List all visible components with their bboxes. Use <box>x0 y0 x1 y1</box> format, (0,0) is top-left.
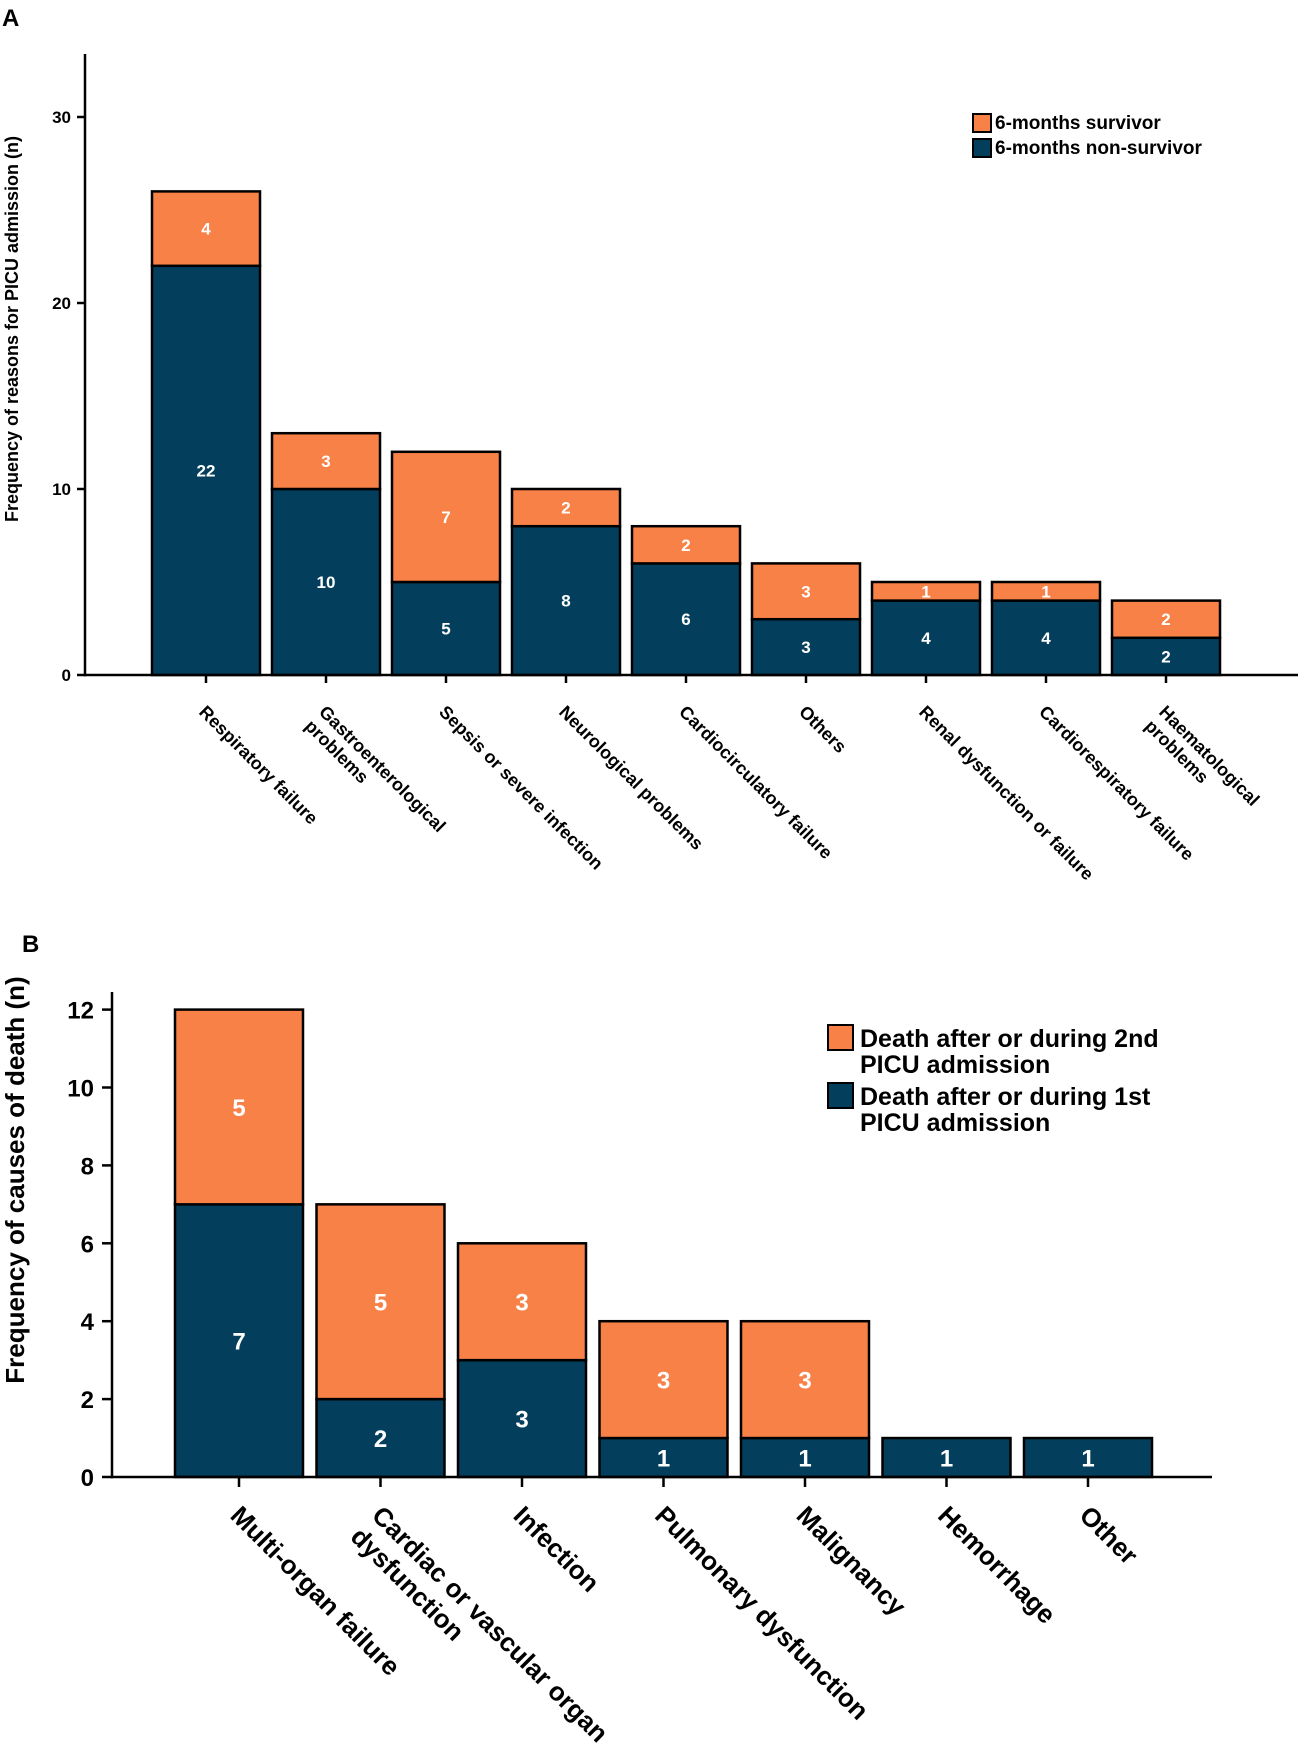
panel-a-letter: A <box>2 5 19 32</box>
panel-b-data-label-lower-4: 1 <box>657 1446 670 1473</box>
panel-a-y-axis-label: Frequency of reasons for PICU admission … <box>2 136 22 522</box>
panel-b-legend-swatch-2 <box>827 1082 854 1109</box>
panel-b-y-tick-label: 2 <box>81 1387 94 1414</box>
panel-b-data-label-lower-3: 3 <box>515 1407 528 1434</box>
panel-b-bar-upper-2 <box>315 1203 446 1401</box>
panel-b-bar-lower-3 <box>456 1358 588 1479</box>
panel-b-y-tick-label: 4 <box>81 1309 95 1336</box>
panel-a-x-tick-label-1: Respiratory failure <box>195 702 322 829</box>
panel-a-bar-lower-9 <box>1110 636 1222 677</box>
panel-b-data-label-upper-4: 3 <box>657 1368 670 1395</box>
panel-b-chart: Frequency of causes of death (n) 7 5 2 5 3 3 1 3… <box>0 976 1212 1743</box>
panel-a-legend-swatch-2 <box>972 138 992 158</box>
panel-b-bar-upper-4 <box>598 1319 729 1440</box>
panel-a-data-label-lower-1: 22 <box>197 461 216 480</box>
panel-a-y-tick-label: 10 <box>52 480 71 499</box>
panel-a-bar-lower-1 <box>150 264 262 677</box>
panel-b-x-tick-label-2: Cardiac or vascular organdysfunction <box>345 1500 614 1743</box>
panel-a-bar-upper-2 <box>270 431 382 491</box>
panel-b-data-label-upper-3: 3 <box>515 1290 528 1317</box>
panel-a-bar-lower-6 <box>750 617 862 677</box>
panel-a-data-label-lower-7: 4 <box>921 629 931 648</box>
panel-a-bar-upper-7 <box>870 580 982 602</box>
panel-a-legend-label-2: 6-months non-survivor <box>995 138 1203 159</box>
panel-b-bar-lower-5 <box>739 1436 871 1479</box>
panel-a-data-label-upper-8: 1 <box>1041 582 1050 601</box>
panel-a-legend-label-1: 6-months survivor <box>995 113 1161 134</box>
panel-a-bar-upper-4 <box>510 487 622 528</box>
panel-a-bar-upper-3 <box>390 450 502 584</box>
panel-b-legend-label-2: Death after or during 1st PICU admission <box>860 1083 1151 1137</box>
panel-a-data-label-upper-1: 4 <box>201 220 211 239</box>
panel-b-data-label-upper-2: 5 <box>374 1290 387 1317</box>
panel-a-y-tick-label: 0 <box>62 666 71 685</box>
panel-b-bar-lower-4 <box>598 1436 729 1479</box>
panel-a-data-label-lower-2: 10 <box>317 573 336 592</box>
panel-a-data-label-upper-4: 2 <box>561 499 570 518</box>
panel-a-data-label-upper-9: 2 <box>1161 610 1170 629</box>
panel-a-bar-upper-5 <box>630 524 742 565</box>
panel-b-bar-upper-3 <box>456 1242 588 1362</box>
panel-b-x-tick-label-5: Malignancy <box>791 1500 913 1622</box>
panel-a-data-label-upper-5: 2 <box>681 536 690 555</box>
panel-a-data-label-lower-9: 2 <box>1161 647 1170 666</box>
panel-b-data-label-lower-7: 1 <box>1081 1446 1094 1473</box>
panel-b-y-axis-label: Frequency of causes of death (n) <box>0 976 30 1383</box>
panel-a-data-label-lower-6: 3 <box>801 638 810 657</box>
panel-b-bar-lower-6 <box>881 1436 1012 1479</box>
panel-a-data-label-lower-5: 6 <box>681 610 690 629</box>
panel-a-legend-swatch-1 <box>972 113 992 133</box>
panel-a-data-label-upper-7: 1 <box>921 582 930 601</box>
panel-b-x-tick-label-7: Other <box>1074 1500 1144 1570</box>
panel-a-y-tick-label: 20 <box>52 294 71 313</box>
panel-b-letter: B <box>22 931 39 958</box>
panel-a-data-label-upper-2: 3 <box>321 452 330 471</box>
panel-b-data-label-lower-1: 7 <box>232 1329 245 1356</box>
panel-a-x-tick-label-9: Haematologicalproblems <box>1141 702 1263 824</box>
panel-b-legend-swatch-1 <box>827 1024 854 1051</box>
panel-b-data-label-upper-1: 5 <box>232 1095 245 1122</box>
panel-a-data-label-lower-3: 5 <box>441 620 450 639</box>
panel-b-y-tick-label: 0 <box>81 1465 94 1492</box>
panel-b-bar-lower-2 <box>315 1397 446 1479</box>
panel-b-legend-label-1: Death after or during 2nd PICU admission <box>860 1025 1159 1079</box>
panel-a-data-label-lower-4: 8 <box>561 592 570 611</box>
panel-a-bar-upper-9 <box>1110 599 1222 640</box>
panel-a-data-label-upper-3: 7 <box>441 508 450 527</box>
panel-a-x-tick-label-2: Gastroenterologicalproblems <box>301 702 450 851</box>
panel-b-data-label-upper-5: 3 <box>798 1368 811 1395</box>
panel-a-chart: Frequency of reasons for PICU admission … <box>2 54 1298 884</box>
panel-a-x-tick-label-6: Others <box>795 702 850 757</box>
panel-a-data-label-lower-8: 4 <box>1041 629 1051 648</box>
panel-a-bar-upper-1 <box>150 190 262 268</box>
panel-b-y-tick-label: 8 <box>81 1153 94 1180</box>
panel-a-data-label-upper-6: 3 <box>801 582 810 601</box>
panel-a-bar-upper-6 <box>750 562 862 621</box>
panel-b-bar-upper-5 <box>739 1319 871 1440</box>
panel-b-x-tick-label-3: Infection <box>508 1500 606 1598</box>
panel-b-y-tick-label: 12 <box>67 998 94 1025</box>
panel-b-y-tick-label: 6 <box>81 1231 94 1258</box>
panel-b-data-label-lower-6: 1 <box>940 1446 953 1473</box>
panel-b-data-label-lower-5: 1 <box>798 1446 811 1473</box>
panel-b-data-label-lower-2: 2 <box>374 1426 387 1453</box>
panel-a-bar-upper-8 <box>990 580 1102 602</box>
panel-b-y-tick-label: 10 <box>67 1076 94 1103</box>
panel-b-x-tick-label-6: Hemorrhage <box>932 1500 1062 1630</box>
panel-b-bar-lower-7 <box>1022 1436 1154 1479</box>
panel-a-y-tick-label: 30 <box>52 108 71 127</box>
panel-b-bar-upper-1 <box>173 1008 305 1206</box>
